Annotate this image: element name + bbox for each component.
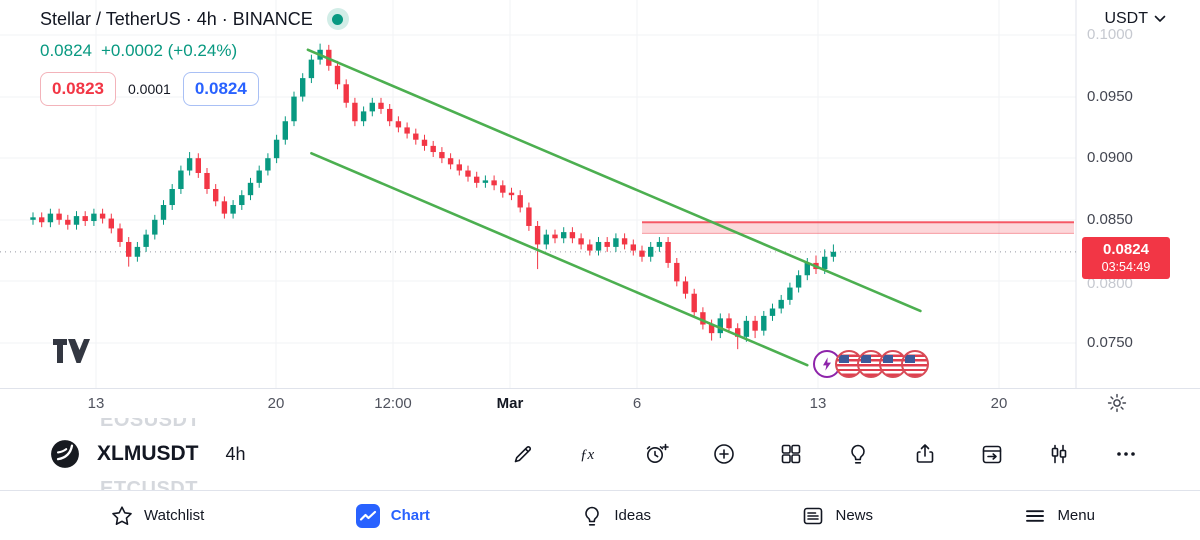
svg-text:ƒx: ƒx <box>580 447 595 463</box>
sell-bid-button[interactable]: 0.0823 <box>40 72 116 106</box>
nav-label: Watchlist <box>144 507 205 524</box>
time-axis[interactable]: 13 20 12:00 Mar 6 13 20 <box>0 388 1200 418</box>
toolbar-icons: ƒx <box>509 440 1140 468</box>
nav-label: Chart <box>390 507 430 524</box>
ghost-symbol-above: EOSUSDT <box>100 418 201 431</box>
price-axis-label: 0.0750 <box>1087 334 1133 351</box>
time-tick: 20 <box>990 395 1008 412</box>
bottom-nav: Watchlist Chart Ideas <box>0 490 1200 540</box>
layout-grid-icon[interactable] <box>777 440 805 468</box>
price-axis-label: 0.0850 <box>1087 211 1133 228</box>
price-axis-label: 0.0900 <box>1087 149 1133 166</box>
tradingview-logo <box>53 339 90 363</box>
badge-price: 0.0824 <box>1103 241 1149 258</box>
nav-item-menu[interactable]: Menu <box>1023 504 1095 528</box>
chart-type-icon[interactable] <box>1045 440 1073 468</box>
nav-item-chart[interactable]: Chart <box>355 503 430 529</box>
star-icon <box>110 504 134 528</box>
price-axis-label: 0.0950 <box>1087 88 1133 105</box>
nav-item-news[interactable]: News <box>801 504 873 528</box>
draw-icon[interactable] <box>509 440 537 468</box>
toolbar-symbol[interactable]: XLMUSDT <box>97 442 199 465</box>
news-icon <box>801 504 825 528</box>
time-tick: 13 <box>87 395 105 412</box>
time-tick: 12:00 <box>374 395 412 412</box>
chart-header: Stellar / TetherUS · 4h · BINANCE 0.0824… <box>40 8 349 106</box>
share-icon[interactable] <box>911 440 939 468</box>
go-to-date-icon[interactable] <box>978 440 1006 468</box>
chart-icon <box>355 503 381 529</box>
spread-value: 0.0001 <box>128 81 171 97</box>
currency-label: USDT <box>1104 10 1148 27</box>
currency-selector[interactable]: USDT <box>1104 10 1166 28</box>
time-tick: Mar <box>496 395 524 412</box>
ideas-lightbulb-icon[interactable] <box>844 440 872 468</box>
candlestick-chart[interactable] <box>0 0 1200 388</box>
settings-gear-icon[interactable] <box>1106 392 1128 414</box>
header-last-price: 0.0824 <box>40 41 92 60</box>
xlm-logo[interactable] <box>50 439 80 469</box>
economic-event-icon[interactable] <box>813 350 841 378</box>
ghost-symbol-below: ETCUSDT <box>100 478 198 490</box>
nav-label: News <box>835 507 873 524</box>
buy-ask-button[interactable]: 0.0824 <box>182 72 259 106</box>
chevron-down-icon <box>1154 15 1166 22</box>
price-axis-label: 0.0800 <box>1087 275 1133 292</box>
us-flag-icon[interactable] <box>901 350 929 378</box>
price-change-row: 0.0824 +0.0002 (+0.24%) <box>40 41 349 61</box>
nav-item-watchlist[interactable]: Watchlist <box>110 504 204 528</box>
time-tick: 13 <box>809 395 827 412</box>
interval-button[interactable]: 4h <box>225 443 246 464</box>
more-options-icon[interactable] <box>1112 440 1140 468</box>
nav-label: Ideas <box>614 507 652 524</box>
nav-label: Menu <box>1057 507 1095 524</box>
header-price-change: +0.0002 (+0.24%) <box>101 41 238 60</box>
event-icons <box>813 350 929 378</box>
symbol-toolbar: EOSUSDT ETCUSDT XLMUSDT 4h ƒx <box>0 418 1200 490</box>
indicators-fx-icon[interactable]: ƒx <box>576 440 604 468</box>
symbol-title[interactable]: Stellar / TetherUS · 4h · BINANCE <box>40 8 313 29</box>
lightbulb-icon <box>580 504 604 528</box>
nav-item-ideas[interactable]: Ideas <box>580 504 651 528</box>
price-axis-label: 0.1000 <box>1087 26 1133 43</box>
market-status-icon[interactable] <box>326 8 349 30</box>
alert-plus-icon[interactable] <box>643 440 671 468</box>
last-price-badge[interactable]: 0.0824 03:54:49 <box>1082 237 1170 279</box>
hamburger-menu-icon <box>1023 504 1047 528</box>
time-tick: 20 <box>267 395 285 412</box>
badge-countdown: 03:54:49 <box>1101 260 1151 274</box>
add-plus-icon[interactable] <box>710 440 738 468</box>
time-tick: 6 <box>632 395 642 412</box>
bid-ask-row: 0.0823 0.0001 0.0824 <box>40 72 349 106</box>
